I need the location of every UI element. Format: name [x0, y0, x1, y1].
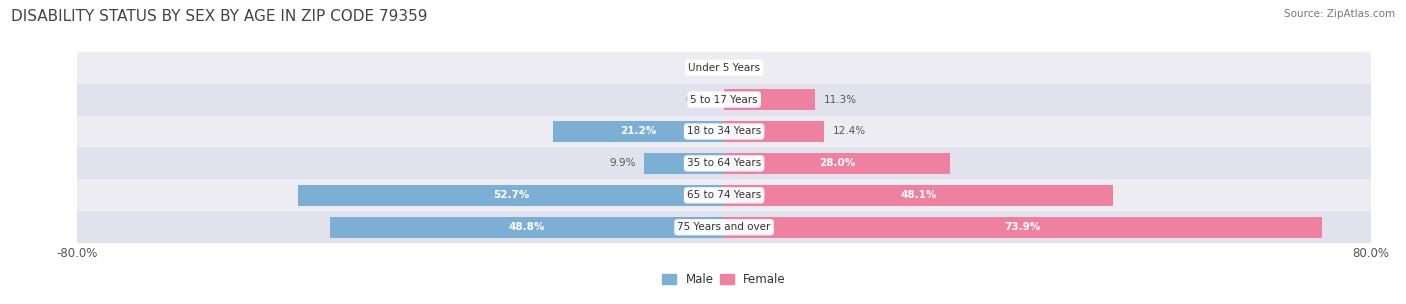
Text: Under 5 Years: Under 5 Years: [688, 63, 761, 73]
Bar: [553, 121, 724, 142]
Bar: [724, 89, 815, 110]
Bar: [77, 52, 1371, 84]
Bar: [298, 185, 724, 206]
Text: 75 Years and over: 75 Years and over: [678, 222, 770, 232]
Bar: [77, 147, 1371, 179]
Bar: [77, 179, 1371, 211]
Bar: [724, 153, 950, 174]
Text: 73.9%: 73.9%: [1005, 222, 1040, 232]
Bar: [77, 211, 1371, 243]
Text: 5 to 17 Years: 5 to 17 Years: [690, 95, 758, 105]
Text: 9.9%: 9.9%: [609, 158, 636, 168]
Bar: [724, 217, 1322, 238]
Bar: [329, 217, 724, 238]
Text: 0.0%: 0.0%: [686, 95, 711, 105]
Bar: [77, 84, 1371, 116]
Bar: [77, 116, 1371, 147]
Bar: [644, 153, 724, 174]
Text: 11.3%: 11.3%: [824, 95, 856, 105]
Text: Source: ZipAtlas.com: Source: ZipAtlas.com: [1284, 9, 1395, 19]
Text: 52.7%: 52.7%: [494, 190, 529, 200]
Text: 0.0%: 0.0%: [686, 63, 711, 73]
Text: 35 to 64 Years: 35 to 64 Years: [688, 158, 761, 168]
Text: 48.8%: 48.8%: [509, 222, 546, 232]
Text: 48.1%: 48.1%: [900, 190, 936, 200]
Text: 18 to 34 Years: 18 to 34 Years: [688, 126, 761, 136]
Legend: Male, Female: Male, Female: [658, 268, 790, 291]
Bar: [724, 121, 824, 142]
Text: 12.4%: 12.4%: [832, 126, 866, 136]
Text: 28.0%: 28.0%: [820, 158, 855, 168]
Text: 65 to 74 Years: 65 to 74 Years: [688, 190, 761, 200]
Text: 0.0%: 0.0%: [737, 63, 762, 73]
Bar: [724, 185, 1114, 206]
Text: 21.2%: 21.2%: [620, 126, 657, 136]
Text: DISABILITY STATUS BY SEX BY AGE IN ZIP CODE 79359: DISABILITY STATUS BY SEX BY AGE IN ZIP C…: [11, 9, 427, 24]
